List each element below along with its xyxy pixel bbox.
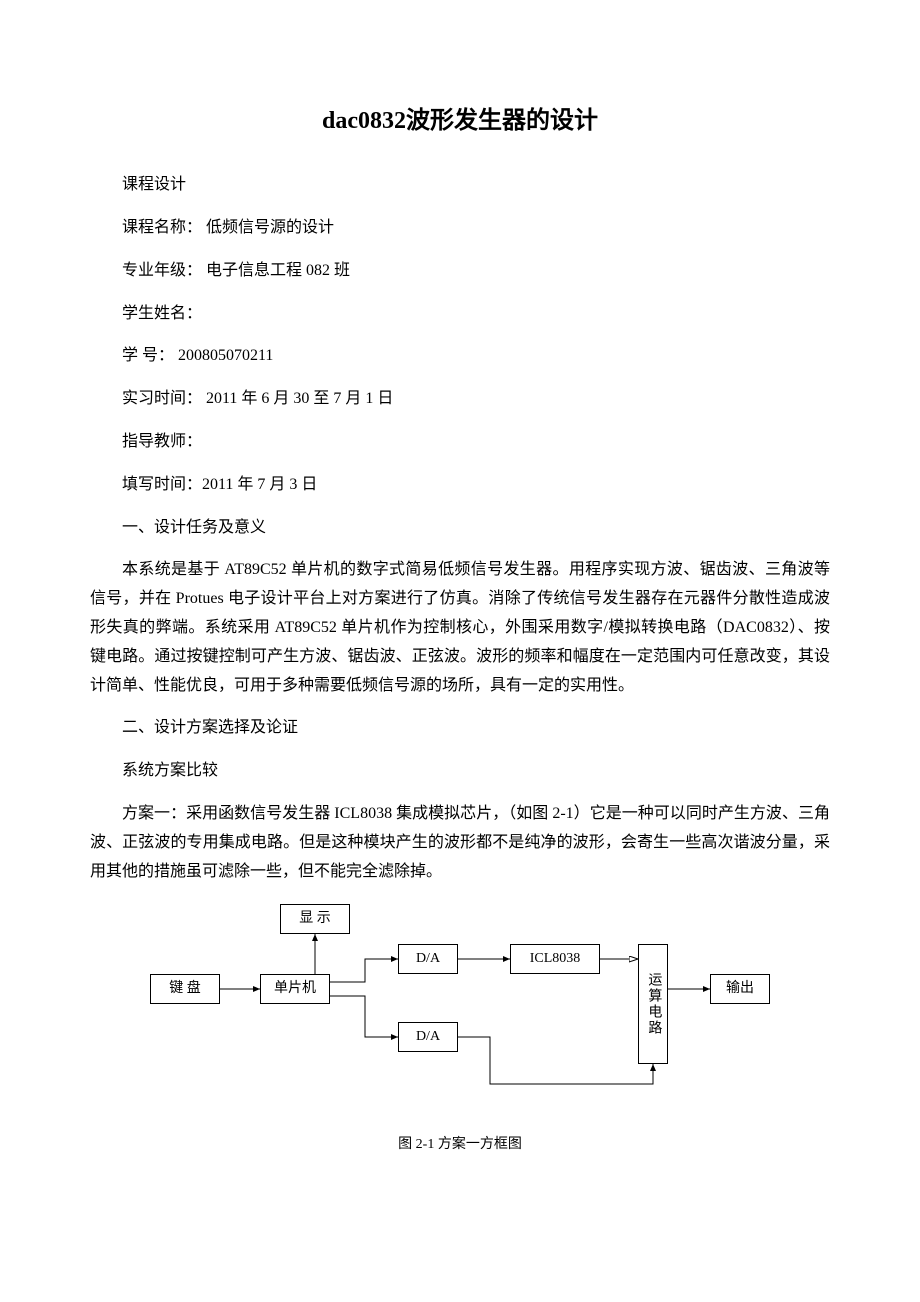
info-advisor: 指导教师： (90, 428, 830, 457)
block-opamp: 运算电路 (638, 944, 668, 1064)
block-da1-label: D/A (416, 951, 440, 968)
section-1-body: 本系统是基于 AT89C52 单片机的数字式简易低频信号发生器。用程序实现方波、… (90, 556, 830, 700)
document-title: dac0832波形发生器的设计 (90, 100, 830, 143)
block-keyboard: 键 盘 (150, 974, 220, 1004)
block-icl8038: ICL8038 (510, 944, 600, 974)
diagram-connectors (150, 904, 790, 1104)
block-icl8038-label: ICL8038 (530, 951, 581, 968)
info-course-name: 课程名称： 低频信号源的设计 (90, 214, 830, 243)
info-fill-time: 填写时间：2011 年 7 月 3 日 (90, 471, 830, 500)
block-output: 输出 (710, 974, 770, 1004)
block-display: 显 示 (280, 904, 350, 934)
block-output-label: 输出 (726, 981, 754, 998)
block-mcu-label: 单片机 (274, 981, 316, 998)
section-2-body: 方案一：采用函数信号发生器 ICL8038 集成模拟芯片，（如图 2-1）它是一… (90, 800, 830, 886)
block-diagram: 键 盘 单片机 显 示 D/A D/A ICL8038 运算电路 输出 (150, 904, 790, 1104)
block-mcu: 单片机 (260, 974, 330, 1004)
block-display-label: 显 示 (299, 911, 331, 928)
block-da2-label: D/A (416, 1029, 440, 1046)
block-da2: D/A (398, 1022, 458, 1052)
block-keyboard-label: 键 盘 (169, 981, 201, 998)
block-opamp-label: 运算电路 (645, 972, 662, 1036)
section-2-heading: 二、设计方案选择及论证 (90, 714, 830, 743)
section-2-subheading: 系统方案比较 (90, 757, 830, 786)
section-1-heading: 一、设计任务及意义 (90, 514, 830, 543)
info-student-name: 学生姓名： (90, 300, 830, 329)
info-student-id: 学 号： 200805070211 (90, 342, 830, 371)
info-practice-time: 实习时间： 2011 年 6 月 30 至 7 月 1 日 (90, 385, 830, 414)
block-da1: D/A (398, 944, 458, 974)
diagram-caption: 图 2-1 方案一方框图 (90, 1132, 830, 1157)
info-major: 专业年级： 电子信息工程 082 班 (90, 257, 830, 286)
info-course-design: 课程设计 (90, 171, 830, 200)
